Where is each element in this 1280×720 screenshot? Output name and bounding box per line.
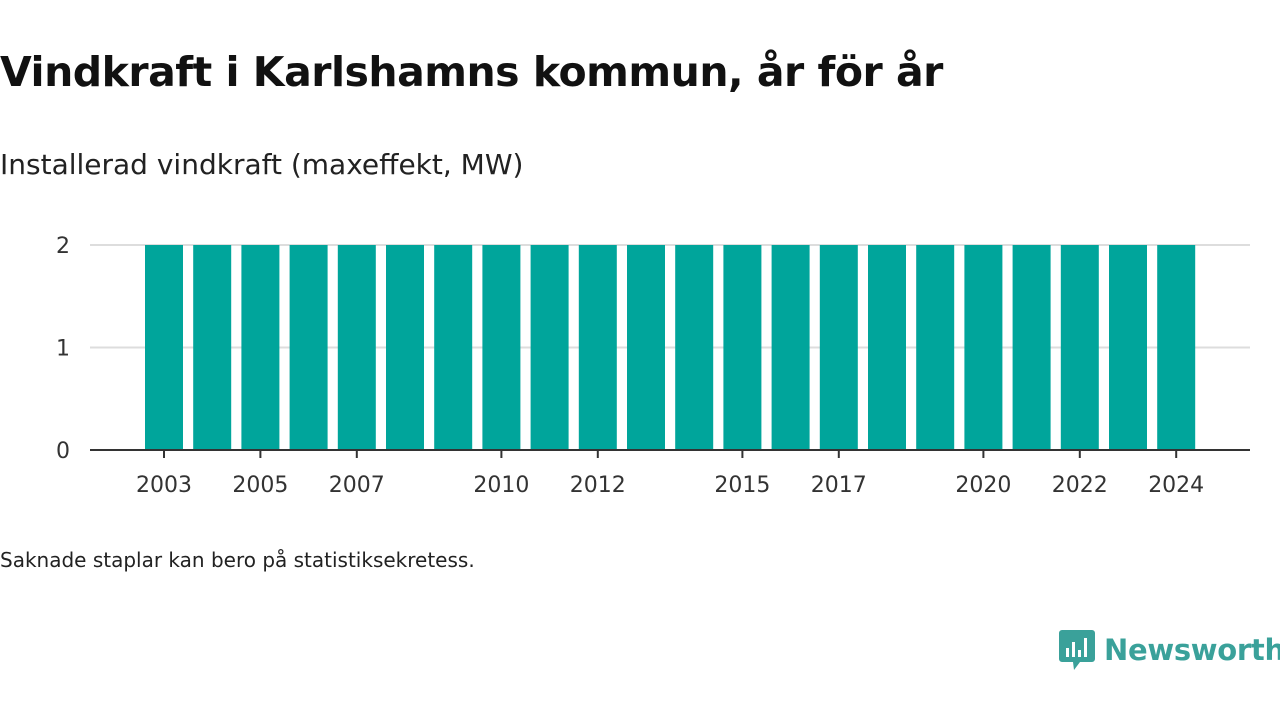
- bar-2015: [723, 245, 762, 450]
- bar-2019: [916, 245, 955, 450]
- bar-2016: [771, 245, 810, 450]
- x-tick-label: 2007: [329, 473, 385, 498]
- x-tick-label: 2003: [136, 473, 192, 498]
- x-tick-label: 2020: [955, 473, 1011, 498]
- newsworthy-logo-icon: [1059, 630, 1095, 670]
- x-tick-label: 2005: [232, 473, 288, 498]
- bar-2013: [627, 245, 665, 450]
- bar-2012: [578, 245, 617, 450]
- bar-2007: [337, 245, 376, 450]
- x-tick-label: 2024: [1148, 473, 1204, 498]
- bar-2014: [675, 245, 714, 450]
- bar-chart: 0 1 2 2003 2005 2007 2010 2012 2015 2017 2020 2022 2…: [56, 234, 1250, 498]
- bar-layer: [145, 245, 1196, 450]
- bar-2018: [868, 245, 906, 450]
- y-tick-label: 0: [56, 439, 70, 464]
- bar-2010: [482, 245, 521, 450]
- bar-2011: [530, 245, 569, 450]
- newsworthy-logo-text: Newsworthy: [1104, 633, 1280, 667]
- bar-2017: [819, 245, 858, 450]
- bar-2021: [1012, 245, 1051, 450]
- x-tick-label: 2015: [714, 473, 770, 498]
- bar-2008: [386, 245, 424, 450]
- bar-2005: [241, 245, 280, 450]
- y-tick-label: 2: [56, 234, 70, 259]
- bar-2020: [964, 245, 1003, 450]
- x-tick-label: 2017: [811, 473, 867, 498]
- axis-layer: 0 1 2 2003 2005 2007 2010 2012 2015 2017 2020 2022 2…: [56, 234, 1250, 498]
- bar-2004: [193, 245, 232, 450]
- x-tick-label: 2010: [473, 473, 529, 498]
- x-tick-label: 2022: [1052, 473, 1108, 498]
- bar-2009: [434, 245, 473, 450]
- chart-title: Vindkraft i Karlshamns kommun, år för år: [0, 48, 943, 96]
- y-tick-label: 1: [56, 337, 70, 362]
- x-tick-label: 2012: [570, 473, 626, 498]
- bar-2006: [289, 245, 328, 450]
- footnote: Saknade staplar kan bero på statistiksek…: [0, 548, 475, 572]
- chart-subtitle: Installerad vindkraft (maxeffekt, MW): [0, 148, 524, 181]
- bar-2003: [145, 245, 183, 450]
- bar-2023: [1109, 245, 1147, 450]
- grid-layer: [90, 244, 1250, 349]
- bar-2022: [1060, 245, 1099, 450]
- newsworthy-logo[interactable]: Newsworthy: [1058, 628, 1280, 672]
- bar-2024: [1157, 245, 1196, 450]
